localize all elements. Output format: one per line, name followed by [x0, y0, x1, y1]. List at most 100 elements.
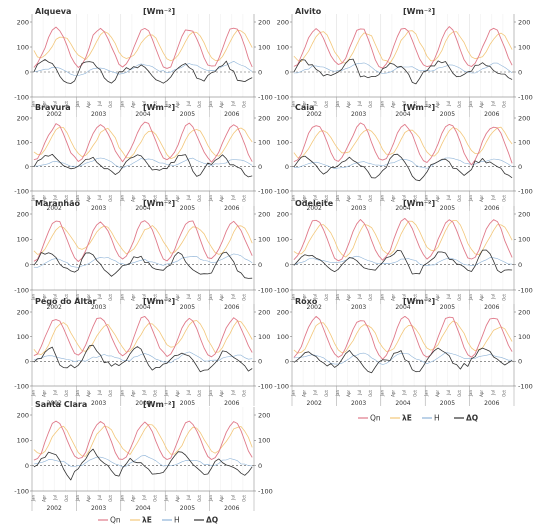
- year-label: 2005: [440, 400, 455, 407]
- month-tick-label: Jul: [490, 390, 495, 396]
- series-line-h: [33, 455, 253, 467]
- month-tick-label: Jan: [164, 294, 169, 302]
- year-label: 2002: [47, 505, 62, 512]
- month-tick-label: Jul: [357, 390, 362, 396]
- y-tick-label-right: 100: [258, 437, 270, 445]
- month-tick-label: Jul: [313, 195, 318, 201]
- month-tick-label: Oct: [457, 101, 462, 108]
- series-line-delta-q: [293, 347, 513, 374]
- panel-title: Roxo: [295, 297, 318, 306]
- series-line-lambda-e: [33, 29, 253, 62]
- month-tick-label: Oct: [324, 294, 329, 301]
- month-tick-label: Oct: [413, 195, 418, 202]
- unit-label: [Wm⁻²]: [143, 199, 175, 208]
- month-tick-label: Jan: [468, 390, 473, 398]
- month-tick-label: Apr: [390, 101, 395, 108]
- series-line-lambda-e: [293, 30, 513, 64]
- y-tick-label-right: 0: [518, 68, 522, 76]
- month-tick-label: Jan: [119, 195, 124, 203]
- month-tick-label: Oct: [457, 294, 462, 301]
- month-tick-label: Jul: [53, 294, 58, 300]
- month-tick-label: Jul: [53, 101, 58, 107]
- month-tick-label: Jul: [402, 390, 407, 396]
- month-tick-label: Jan: [208, 101, 213, 109]
- month-tick-label: Oct: [197, 101, 202, 108]
- month-tick-label: Jan: [291, 294, 296, 302]
- legend-label: λE: [142, 516, 152, 525]
- month-tick-label: Jul: [313, 294, 318, 300]
- legend-label: λE: [402, 414, 412, 423]
- month-tick-label: Jul: [446, 195, 451, 201]
- y-tick-label-left: 200: [17, 18, 29, 26]
- y-tick-label-left: 100: [277, 236, 289, 244]
- month-tick-label: Jan: [424, 390, 429, 398]
- y-tick-label-left: 200: [277, 210, 289, 218]
- month-tick-label: Jul: [186, 294, 191, 300]
- panel-title: Odeleite: [295, 199, 334, 208]
- y-tick-label-left: 100: [17, 139, 29, 147]
- y-tick-label-left: -100: [274, 382, 289, 390]
- month-tick-label: Oct: [64, 101, 69, 108]
- month-tick-label: Oct: [413, 294, 418, 301]
- y-tick-label-left: 200: [17, 114, 29, 122]
- y-tick-label-right: 200: [258, 18, 270, 26]
- series-line-lambda-e: [293, 320, 513, 354]
- series-line-h: [293, 62, 513, 74]
- month-tick-label: Jul: [142, 195, 147, 201]
- month-tick-label: Oct: [153, 390, 158, 397]
- series-line-delta-q: [293, 249, 513, 275]
- y-tick-label-right: -100: [518, 286, 533, 294]
- month-tick-label: Jul: [97, 101, 102, 107]
- year-label: 2006: [224, 505, 239, 512]
- month-tick-label: Oct: [457, 195, 462, 202]
- month-tick-label: Jul: [490, 294, 495, 300]
- month-tick-label: Apr: [435, 195, 440, 202]
- month-tick-label: Oct: [501, 390, 506, 397]
- month-tick-label: Oct: [108, 294, 113, 301]
- series-line-delta-q: [33, 448, 253, 481]
- month-tick-label: Oct: [108, 195, 113, 202]
- month-tick-label: Jan: [208, 390, 213, 398]
- month-tick-label: Jan: [75, 390, 80, 398]
- series-line-delta-q: [33, 153, 253, 178]
- legend-label: ΔQ: [466, 414, 478, 423]
- y-tick-label-right: 0: [518, 163, 522, 171]
- month-tick-label: Apr: [130, 195, 135, 202]
- y-tick-label-left: 0: [25, 68, 29, 76]
- y-tick-label-left: 0: [25, 163, 29, 171]
- month-tick-label: Jan: [208, 294, 213, 302]
- series-line-qn: [33, 220, 253, 262]
- month-tick-label: Oct: [108, 495, 113, 502]
- y-tick-label-left: 0: [285, 358, 289, 366]
- y-tick-label-right: 100: [518, 43, 530, 51]
- y-tick-label-right: 100: [518, 333, 530, 341]
- month-tick-label: Apr: [130, 294, 135, 301]
- year-label: 2004: [395, 400, 410, 407]
- month-tick-label: Jan: [31, 495, 36, 503]
- month-tick-label: Oct: [501, 101, 506, 108]
- month-tick-label: Apr: [175, 101, 180, 108]
- month-tick-label: Oct: [64, 195, 69, 202]
- y-tick-label-right: 0: [518, 261, 522, 269]
- unit-label: [Wm⁻²]: [403, 297, 435, 306]
- month-tick-label: Oct: [197, 294, 202, 301]
- y-tick-label-left: 100: [277, 43, 289, 51]
- month-tick-label: Jul: [230, 195, 235, 201]
- month-tick-label: Oct: [64, 495, 69, 502]
- y-tick-label-right: -100: [518, 382, 533, 390]
- month-tick-label: Jan: [119, 294, 124, 302]
- y-tick-label-right: 100: [258, 333, 270, 341]
- panel-title: Santa Clara: [35, 400, 87, 409]
- year-label: 2003: [91, 400, 106, 407]
- month-tick-label: Oct: [324, 195, 329, 202]
- month-tick-label: Jan: [164, 495, 169, 503]
- y-tick-label-right: 0: [258, 462, 262, 470]
- month-tick-label: Jan: [291, 390, 296, 398]
- month-tick-label: Oct: [501, 195, 506, 202]
- month-tick-label: Apr: [219, 495, 224, 502]
- month-tick-label: Jan: [75, 294, 80, 302]
